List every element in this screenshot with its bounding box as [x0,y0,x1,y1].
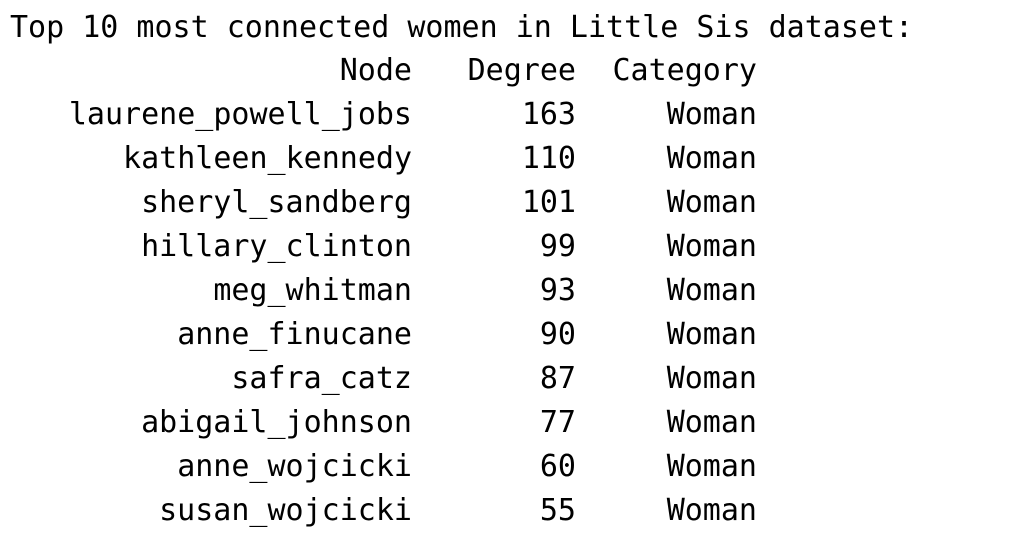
table-row: sheryl_sandberg 101 Woman [0,181,1032,225]
category-cell: Woman [666,317,757,352]
category-cell: Woman [666,493,757,528]
column-header-degree: Degree [467,53,576,88]
column-header-category: Category [612,53,758,88]
category-cell: Woman [666,97,757,132]
output-title: Top 10 most connected women in Little Si… [10,10,914,45]
node-cell: susan_wojcicki [159,493,412,528]
table-row: susan_wojcicki 55 Woman [0,489,1032,533]
table-row: kathleen_kennedy 110 Woman [0,137,1032,181]
table-row: hillary_clinton 99 Woman [0,225,1032,269]
degree-cell: 101 [521,185,576,220]
category-cell: Woman [666,449,757,484]
node-cell: sheryl_sandberg [141,185,412,220]
degree-cell: 163 [521,97,576,132]
category-cell: Woman [666,185,757,220]
degree-cell: 87 [539,361,576,396]
column-header-node: Node [339,53,412,88]
category-cell: Woman [666,273,757,308]
node-cell: safra_catz [231,361,412,396]
degree-cell: 110 [521,141,576,176]
table-row: meg_whitman 93 Woman [0,269,1032,313]
category-cell: Woman [666,229,757,264]
degree-cell: 99 [539,229,576,264]
degree-cell: 93 [539,273,576,308]
node-cell: kathleen_kennedy [123,141,412,176]
table-row: anne_finucane 90 Woman [0,313,1032,357]
node-cell: abigail_johnson [141,405,412,440]
node-cell: anne_finucane [177,317,412,352]
table-row: safra_catz 87 Woman [0,357,1032,401]
node-cell: laurene_powell_jobs [68,97,412,132]
node-cell: anne_wojcicki [177,449,412,484]
degree-cell: 77 [539,405,576,440]
degree-cell: 55 [539,493,576,528]
table-row: laurene_powell_jobs 163 Woman [0,93,1032,137]
table-row: anne_wojcicki 60 Woman [0,445,1032,489]
category-cell: Woman [666,405,757,440]
node-cell: hillary_clinton [141,229,412,264]
node-cell: meg_whitman [213,273,412,308]
category-cell: Woman [666,141,757,176]
table-row: abigail_johnson 77 Woman [0,401,1032,445]
table-header-row: Node Degree Category [0,49,1032,93]
degree-cell: 90 [539,317,576,352]
category-cell: Woman [666,361,757,396]
degree-cell: 60 [539,449,576,484]
